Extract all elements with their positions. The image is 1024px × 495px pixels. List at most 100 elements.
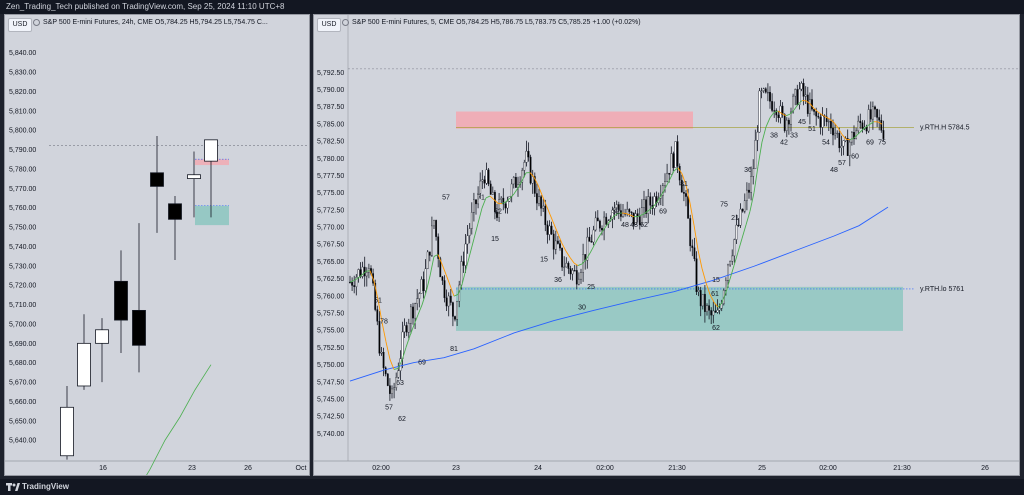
ema-segment <box>481 197 487 209</box>
ema-segment <box>733 251 739 266</box>
candle-body <box>493 191 496 213</box>
currency-badge[interactable]: USD <box>8 18 32 32</box>
daily-chart-canvas[interactable]: 5,840.00 5,830.00 5,820.00 5,810.00 5,800.00… <box>5 15 309 475</box>
y-tick-label: 5,785.00 <box>317 121 344 128</box>
candle-body <box>477 193 479 205</box>
candle-body <box>785 119 788 131</box>
settings-icon[interactable] <box>33 19 40 26</box>
ema-segment <box>401 347 407 361</box>
candle-body <box>563 266 566 268</box>
x-tick-label: 02:00 <box>819 465 837 472</box>
candle-body <box>672 153 675 168</box>
wave-count-label: 62 <box>398 416 406 423</box>
ema-segment <box>653 200 659 207</box>
wave-count-label: 51 <box>808 126 816 133</box>
ema-segment <box>429 256 435 277</box>
y-tick-label: 5,767.50 <box>317 242 344 249</box>
ema-segment <box>737 238 743 253</box>
ema-segment <box>357 274 363 279</box>
y-tick-label: 5,690.00 <box>9 341 36 348</box>
candle-body <box>750 176 752 193</box>
ema-segment <box>697 249 703 269</box>
currency-badge[interactable]: USD <box>317 18 341 32</box>
ema-segment <box>741 224 747 239</box>
ema-segment <box>869 121 875 125</box>
candle-body <box>683 192 685 194</box>
candle-body <box>848 141 851 156</box>
ema-segment <box>373 281 379 300</box>
candle-body <box>441 276 444 281</box>
candle-body <box>552 233 555 250</box>
ema-segment <box>845 138 851 141</box>
intraday-chart-panel[interactable]: 5,792.50 5,790.00 5,787.50 5,785.00 5,782.50… <box>313 14 1020 476</box>
candle-body <box>529 156 532 184</box>
wave-count-label: 32 <box>612 208 620 215</box>
intraday-chart-canvas[interactable]: 5,792.50 5,790.00 5,787.50 5,785.00 5,782.50… <box>314 15 1019 475</box>
candle-body <box>857 120 860 132</box>
ema-segment <box>621 212 627 215</box>
x-tick-label: 02:00 <box>596 465 614 472</box>
ema-segment <box>617 212 623 214</box>
candle-body <box>475 199 477 205</box>
candle-body <box>544 205 547 226</box>
candle-body <box>403 325 406 333</box>
candle-body <box>114 280 128 321</box>
candle-body <box>674 141 677 168</box>
candle-body <box>746 189 748 201</box>
publisher-bar: Zen_Trading_Tech published on TradingVie… <box>0 0 1024 14</box>
wave-count-label: 25 <box>587 284 595 291</box>
ema-segment <box>749 192 755 212</box>
wave-count-label: 42 <box>780 140 788 147</box>
y-tick-label: 5,650.00 <box>9 418 36 425</box>
ema-segment <box>529 172 535 178</box>
ema-segment <box>489 195 495 201</box>
candle-body <box>374 283 377 310</box>
candle-body <box>412 306 414 319</box>
candle-body <box>647 196 650 214</box>
candle-body <box>792 95 794 113</box>
candle-body <box>865 126 868 132</box>
ema-segment <box>637 214 643 217</box>
candle-body <box>428 251 431 256</box>
ema-segment <box>865 123 871 128</box>
ema-segment <box>381 322 387 342</box>
candle-body <box>752 168 755 177</box>
x-tick-label: 23 <box>188 465 196 472</box>
candle-body <box>689 218 692 247</box>
ema-segment <box>837 127 843 135</box>
candle-body <box>729 261 731 266</box>
y-tick-label: 5,760.00 <box>317 293 344 300</box>
ema-segment <box>541 194 547 205</box>
candle-body <box>611 209 614 220</box>
candle-body <box>588 236 591 242</box>
ema-segment <box>561 243 567 252</box>
candle-body <box>851 131 853 143</box>
y-tick-label: 5,752.50 <box>317 345 344 352</box>
ema-segment <box>857 129 863 135</box>
candle-body <box>827 121 830 123</box>
candle-body <box>506 201 509 209</box>
candle-body <box>540 196 542 209</box>
settings-icon[interactable] <box>342 19 349 26</box>
candle-body <box>353 285 356 287</box>
candle-body <box>676 141 679 167</box>
wave-count-label: 71 <box>477 195 485 202</box>
resistance-zone <box>195 159 229 166</box>
wave-count-label: 75 <box>878 140 886 147</box>
y-tick-label: 5,780.00 <box>9 166 36 173</box>
daily-chart-panel[interactable]: 5,840.00 5,830.00 5,820.00 5,810.00 5,800.00… <box>4 14 310 476</box>
ema-segment <box>597 231 603 239</box>
candle-body <box>481 179 484 182</box>
ema-segment <box>825 116 831 120</box>
ema-segment <box>593 238 599 246</box>
ema-segment <box>493 199 499 204</box>
ema-segment <box>817 111 823 116</box>
candle-body <box>809 99 811 114</box>
x-tick-label: 24 <box>534 465 542 472</box>
candle-body <box>416 298 419 304</box>
y-tick-label: 5,790.00 <box>9 147 36 154</box>
candle-body <box>878 117 881 121</box>
ema-segment <box>549 214 555 225</box>
ema-segment <box>417 304 423 315</box>
x-tick-label: 25 <box>758 465 766 472</box>
